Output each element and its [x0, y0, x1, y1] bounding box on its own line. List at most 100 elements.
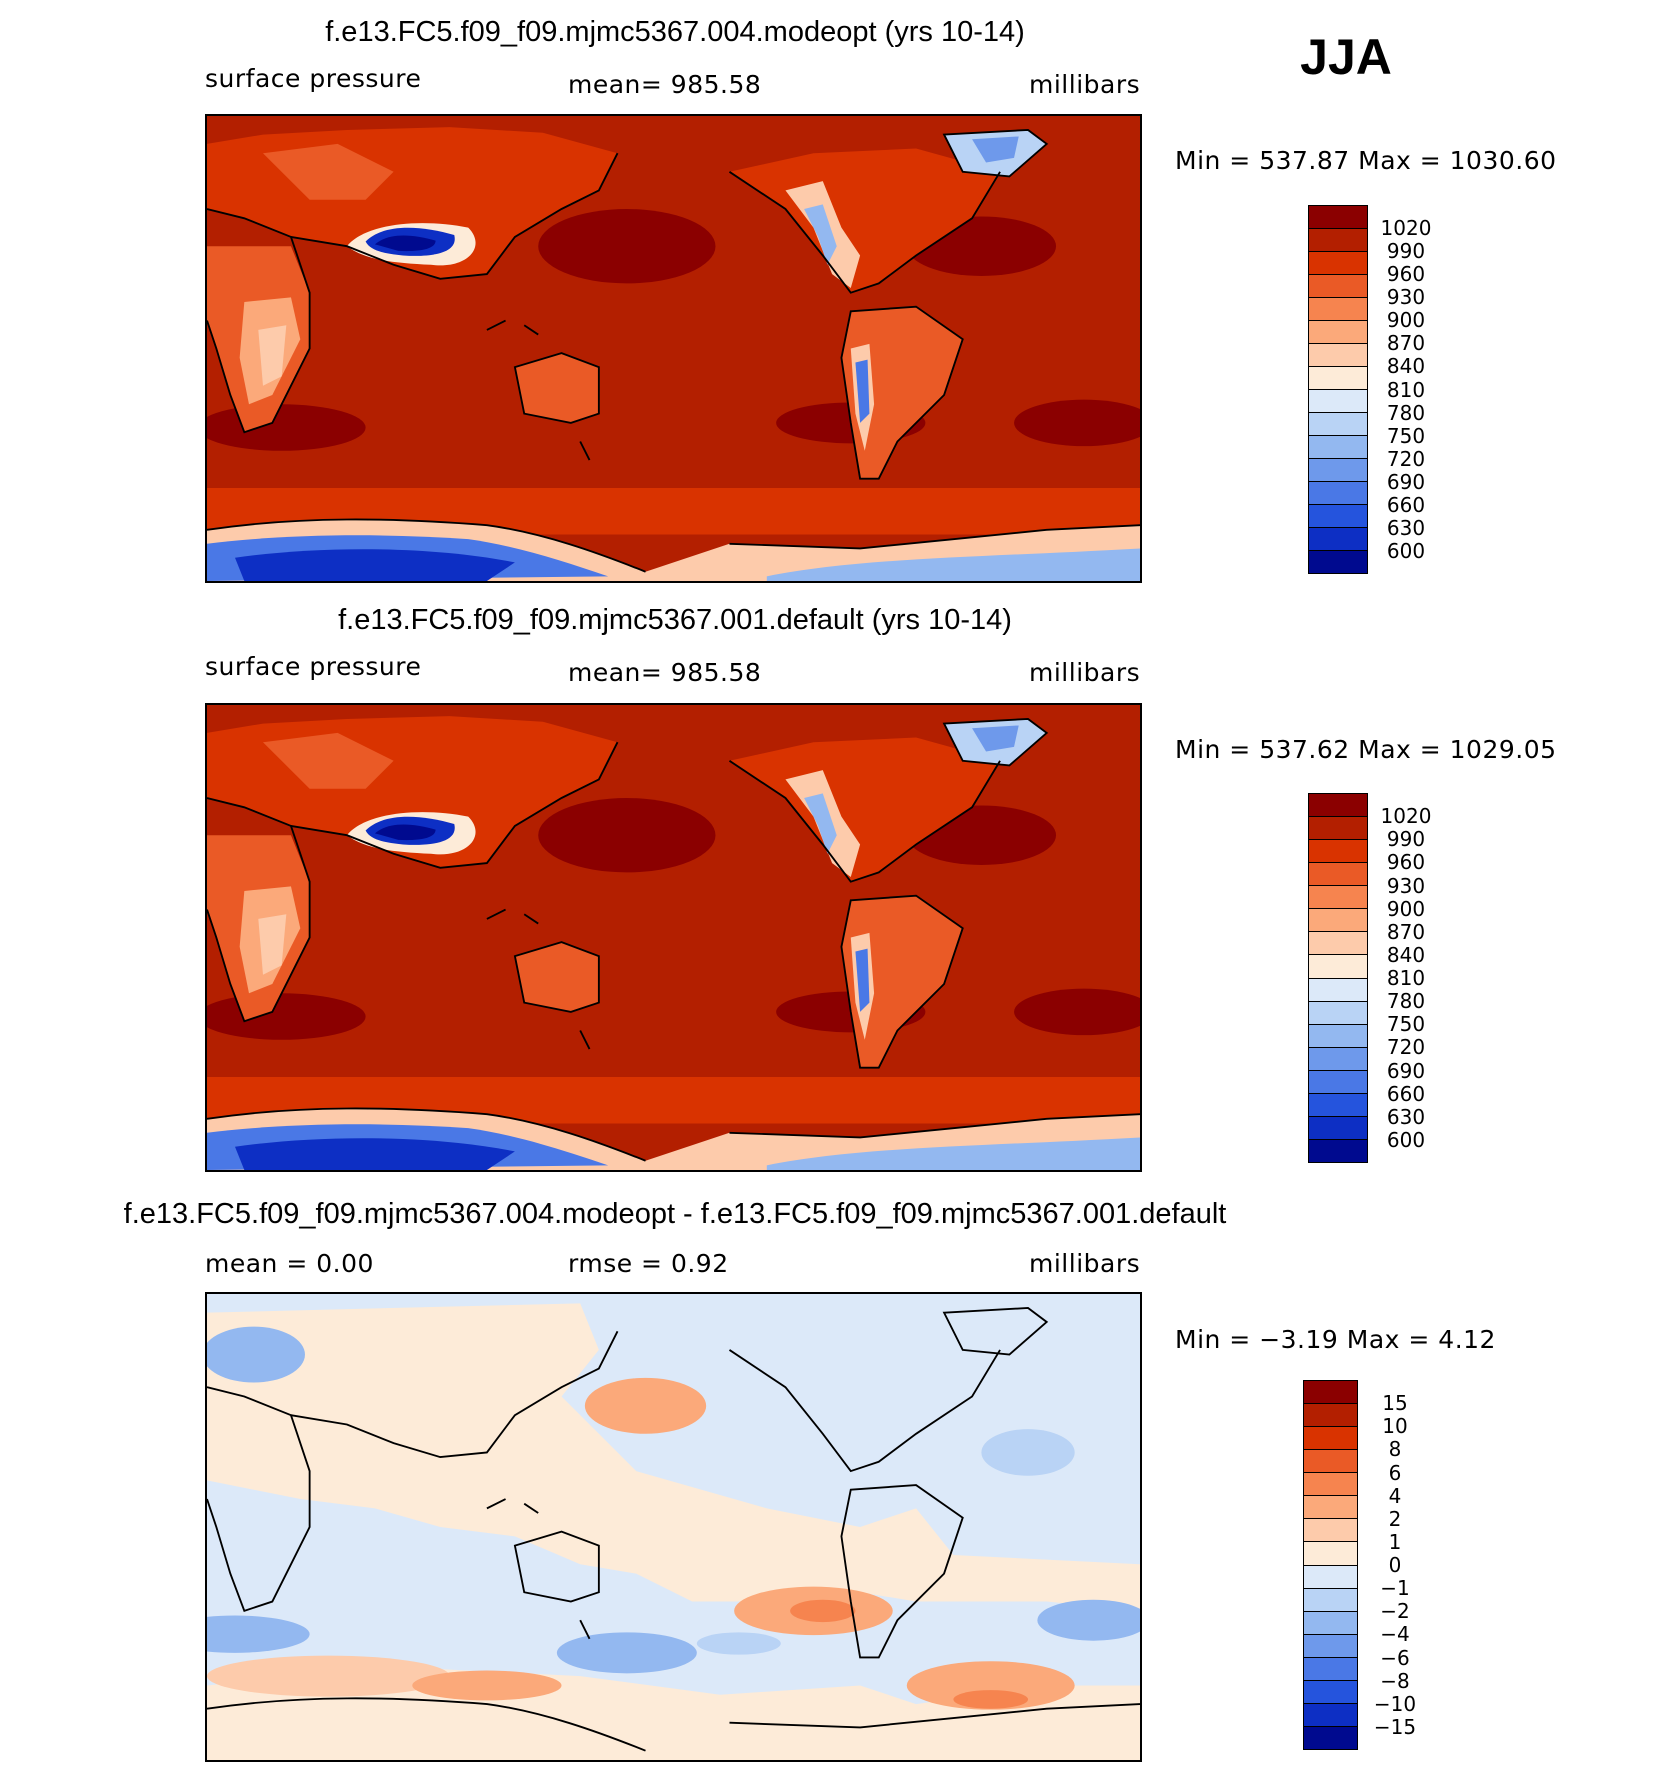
panel-1-colorbar-box	[1309, 206, 1367, 229]
panel-3-colorbar-box	[1304, 1473, 1357, 1497]
panel-2-colorbar-box	[1309, 794, 1367, 818]
panel-2-mean-label: mean= 985.58	[568, 658, 762, 687]
panel-1-colorbar-label: 810	[1386, 377, 1426, 402]
panel-3-colorbar-box	[1304, 1611, 1357, 1635]
panel-3-colorbar-label: 15	[1382, 1391, 1408, 1416]
panel-1-colorbar-label: 630	[1386, 515, 1426, 540]
panel-3-colorbar-box	[1304, 1726, 1357, 1749]
panel-2-colorbar-label: 630	[1386, 1104, 1426, 1129]
panel-2-colorbar-box	[1309, 1001, 1367, 1025]
panel-2-colorbar-label: 840	[1386, 942, 1426, 967]
panel-1-colorbar-label: 960	[1386, 262, 1426, 287]
panel-2-colorbar-box	[1309, 909, 1367, 933]
panel-3-mean-label: mean = 0.00	[205, 1249, 374, 1278]
panel-1-map	[205, 114, 1142, 583]
panel-1-colorbar-label: 660	[1386, 492, 1426, 517]
panel-2-colorbar-label: 720	[1386, 1035, 1426, 1060]
panel-1-colorbar-box	[1309, 459, 1367, 482]
panel-2-map	[205, 703, 1142, 1172]
panel-1-colorbar-label: 1020	[1380, 216, 1432, 241]
panel-3-colorbar-box	[1304, 1450, 1357, 1474]
panel-3-colorbar-box	[1304, 1404, 1357, 1428]
panel-2-variable-label: surface pressure	[205, 652, 422, 681]
panel-3-colorbar-box	[1304, 1381, 1357, 1405]
panel-2-colorbar-label: 810	[1386, 966, 1426, 990]
panel-1-title: f.e13.FC5.f09_f09.mjmc5367.004.modeopt (…	[325, 16, 1025, 48]
panel-3-colorbar-label: −10	[1373, 1691, 1417, 1716]
panel-1-units-label: millibars	[1029, 70, 1141, 99]
panel-3-colorbar-label: 4	[1388, 1483, 1402, 1508]
panel-2-colorbar-box	[1309, 1093, 1367, 1117]
panel-2-colorbar-label: 960	[1386, 850, 1426, 875]
panel-3-colorbar-label: −2	[1380, 1599, 1410, 1624]
panel-1-colorbar-box	[1309, 528, 1367, 551]
panel-1-colorbar-box	[1309, 298, 1367, 321]
panel-3-title: f.e13.FC5.f09_f09.mjmc5367.004.modeopt -…	[123, 1198, 1227, 1230]
panel-1-colorbar-box	[1309, 252, 1367, 275]
panel-3-minmax-label: Min = −3.19 Max = 4.12	[1175, 1325, 1496, 1354]
panel-2-minmax-label: Min = 537.62 Max = 1029.05	[1175, 735, 1557, 764]
panel-3-colorbar-label: −6	[1380, 1645, 1410, 1670]
panel-3-colorbar-box	[1304, 1565, 1357, 1589]
panel-2-colorbar-box	[1309, 1139, 1367, 1162]
panel-3-colorbar-label: 10	[1382, 1414, 1408, 1439]
panel-3-colorbar	[1303, 1380, 1358, 1750]
panel-1-colorbar-box	[1309, 344, 1367, 367]
panel-1-colorbar-label: 600	[1386, 538, 1426, 563]
panel-1-colorbar-box	[1309, 390, 1367, 413]
panel-2-colorbar-box	[1309, 840, 1367, 864]
panel-2-colorbar-box	[1309, 1116, 1367, 1140]
panel-2-colorbar-label: 900	[1386, 896, 1426, 921]
panel-3-colorbar-box	[1304, 1427, 1357, 1451]
panel-2-colorbar	[1308, 793, 1368, 1163]
panel-3-map	[205, 1292, 1142, 1762]
panel-2-colorbar-box	[1309, 817, 1367, 841]
panel-2-colorbar-box	[1309, 886, 1367, 910]
panel-3-colorbar-label: −15	[1373, 1714, 1417, 1739]
panel-2-map-svg	[207, 705, 1140, 1170]
season-label: JJA	[1300, 29, 1392, 85]
panel-3-colorbar-box	[1304, 1519, 1357, 1543]
panel-3-colorbar-box	[1304, 1588, 1357, 1612]
panel-1-variable-label: surface pressure	[205, 64, 422, 93]
panel-1-colorbar-box	[1309, 413, 1367, 436]
panel-3-colorbar-label: 0	[1388, 1553, 1402, 1577]
panel-1-colorbar-box	[1309, 367, 1367, 390]
panel-2-colorbar-box	[1309, 1070, 1367, 1094]
panel-2-colorbar-label: 1020	[1380, 804, 1432, 829]
panel-2-colorbar-label: 870	[1386, 919, 1426, 944]
panel-3-colorbar-box	[1304, 1634, 1357, 1658]
panel-1-colorbar-label: 690	[1386, 469, 1426, 494]
panel-1-colorbar-box	[1309, 321, 1367, 344]
panel-1-colorbar-label: 780	[1386, 400, 1426, 425]
panel-1-colorbar-label: 900	[1386, 308, 1426, 333]
panel-2-colorbar-label: 990	[1386, 827, 1426, 852]
panel-2-colorbar-label: 780	[1386, 989, 1426, 1014]
panel-3-colorbar-label: 8	[1388, 1437, 1402, 1462]
panel-2-title: f.e13.FC5.f09_f09.mjmc5367.001.default (…	[338, 604, 1012, 636]
panel-3-map-svg	[207, 1294, 1140, 1760]
panel-3-colorbar-label: −4	[1380, 1622, 1410, 1647]
panel-2-colorbar-box	[1309, 978, 1367, 1002]
panel-1-mean-label: mean= 985.58	[568, 70, 762, 99]
panel-1-minmax-label: Min = 537.87 Max = 1030.60	[1175, 146, 1557, 175]
panel-2-colorbar-box	[1309, 1047, 1367, 1071]
panel-2-colorbar-box	[1309, 955, 1367, 979]
panel-2-colorbar-label: 750	[1386, 1012, 1426, 1037]
panel-2-colorbar-label: 600	[1386, 1127, 1426, 1152]
panel-1-colorbar-label: 870	[1386, 331, 1426, 356]
panel-1-colorbar-label: 720	[1386, 446, 1426, 471]
panel-3-colorbar-label: 6	[1388, 1460, 1402, 1485]
panel-3-colorbar-box	[1304, 1542, 1357, 1566]
panel-3-colorbar-label: −1	[1380, 1576, 1410, 1601]
panel-1-colorbar-label: 750	[1386, 423, 1426, 448]
panel-1-colorbar-box	[1309, 229, 1367, 252]
panel-3-colorbar-box	[1304, 1680, 1357, 1704]
panel-1-colorbar-box	[1309, 551, 1367, 573]
panel-1-colorbar	[1308, 205, 1368, 574]
panel-3-colorbar-box	[1304, 1496, 1357, 1520]
panel-1-map-svg	[207, 116, 1140, 581]
panel-3-rmse-label: rmse = 0.92	[568, 1249, 729, 1278]
panel-1-colorbar-box	[1309, 505, 1367, 528]
panel-1-colorbar-label: 990	[1386, 239, 1426, 264]
